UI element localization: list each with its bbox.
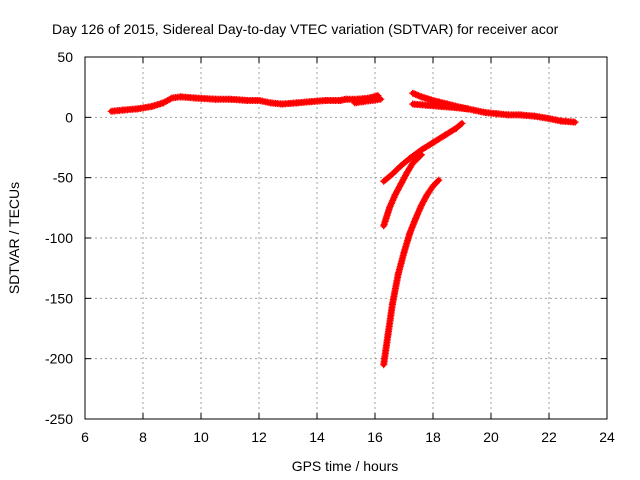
data-series-4 [409,100,472,113]
data-point [388,198,396,206]
x-tick-label: 10 [193,429,209,445]
data-point [414,210,422,218]
data-point [415,206,423,214]
data-series-6 [380,151,425,230]
y-tick-label: 50 [57,49,73,65]
data-series-1 [107,92,382,115]
x-tick-label: 22 [541,429,557,445]
x-tick-label: 18 [425,429,441,445]
data-point [377,95,385,103]
data-point [417,151,425,159]
data-point [464,105,472,113]
y-tick-label: 0 [65,109,73,125]
data-point [412,215,420,223]
x-tick-label: 16 [367,429,383,445]
x-tick-label: 8 [139,429,147,445]
data-point [389,196,397,204]
data-point [458,119,466,127]
data-point [412,213,420,221]
y-tick-label: -200 [45,351,73,367]
data-point [167,95,175,103]
x-tick-label: 12 [251,429,267,445]
data-point [386,204,393,212]
y-tick-label: -250 [45,411,73,427]
data-point [414,209,422,217]
x-axis: 6 8 10 12 14 16 18 20 22 24 [81,57,615,445]
y-tick-label: -100 [45,230,73,246]
data-point [416,204,424,212]
data-point [389,195,397,203]
data-point [390,194,398,202]
data-point [434,177,442,185]
x-tick-label: 14 [309,429,325,445]
x-tick-label: 24 [599,429,615,445]
data-point [457,120,465,128]
data-series-2 [351,95,385,107]
y-tick-label: -50 [53,170,73,186]
data-point [386,202,394,210]
y-axis: 50 0 -50 -100 -150 -200 -250 [45,49,607,427]
data-point [416,152,424,160]
x-axis-label: GPS time / hours [292,458,399,474]
data-point [415,207,423,215]
data-point [413,212,421,220]
data-point [571,118,579,126]
x-tick-label: 20 [483,429,499,445]
data-point [387,199,395,207]
y-axis-label: SDTVAR / TECUs [6,182,22,294]
data-point [435,176,443,184]
data-point [387,201,395,209]
data-series-5 [380,119,466,185]
chart-title: Day 126 of 2015, Sidereal Day-to-day VTE… [52,21,559,37]
x-tick-label: 6 [81,429,89,445]
data-series-7 [380,176,443,369]
y-tick-label: -150 [45,290,73,306]
series-layer [107,89,579,369]
grid [85,57,607,419]
